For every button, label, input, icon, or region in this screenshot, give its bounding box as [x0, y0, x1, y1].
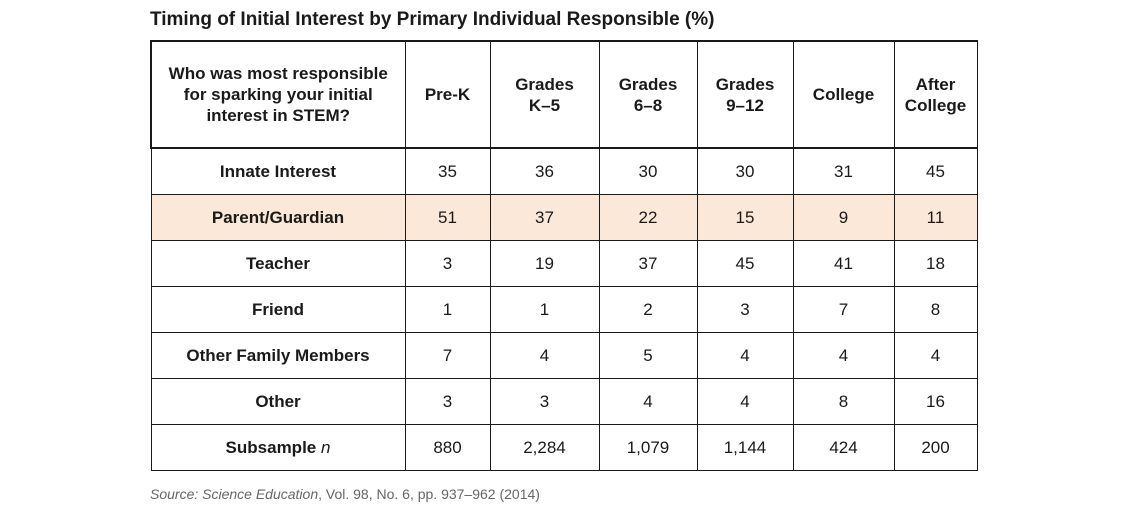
table-cell: 37 [489, 194, 600, 241]
table-cell: 35 [404, 147, 491, 195]
table-cell: 3 [404, 240, 491, 287]
row-header-cell: Who was most responsible for sparking yo… [150, 40, 406, 149]
table-row: Other Family Members 7 4 5 4 4 4 [150, 332, 978, 379]
column-header: College [792, 40, 895, 149]
table-cell: 45 [696, 240, 794, 287]
table-row: Innate Interest 35 36 30 30 31 45 [150, 147, 978, 195]
table-cell: 880 [404, 424, 491, 471]
table-cell: 36 [489, 147, 600, 195]
column-header: Pre-K [404, 40, 491, 149]
table-cell: 4 [792, 332, 895, 379]
table-cell: 4 [489, 332, 600, 379]
table-row: Friend 1 1 2 3 7 8 [150, 286, 978, 333]
source-note: Source: Science Education, Vol. 98, No. … [150, 486, 540, 502]
row-label: Teacher [150, 240, 406, 287]
table-cell: 51 [404, 194, 491, 241]
table-row: Teacher 3 19 37 45 41 18 [150, 240, 978, 287]
table-cell: 22 [598, 194, 698, 241]
table-cell: 424 [792, 424, 895, 471]
table-cell: 45 [893, 147, 978, 195]
table-cell: 18 [893, 240, 978, 287]
table-row: Other 3 3 4 4 8 16 [150, 378, 978, 425]
table-cell: 11 [893, 194, 978, 241]
table-cell: 30 [696, 147, 794, 195]
table-cell: 3 [404, 378, 491, 425]
table-cell: 1,144 [696, 424, 794, 471]
table-cell: 37 [598, 240, 698, 287]
table-title: Timing of Initial Interest by Primary In… [150, 9, 715, 30]
table-cell: 3 [696, 286, 794, 333]
table-cell: 8 [893, 286, 978, 333]
table-cell: 30 [598, 147, 698, 195]
table-cell: 4 [696, 378, 794, 425]
table-cell: 2,284 [489, 424, 600, 471]
table-cell: 16 [893, 378, 978, 425]
table-cell: 19 [489, 240, 600, 287]
table-cell: 200 [893, 424, 978, 471]
table-cell: 5 [598, 332, 698, 379]
table-cell: 8 [792, 378, 895, 425]
row-label: Parent/Guardian [150, 194, 406, 241]
table-cell: 41 [792, 240, 895, 287]
table-cell: 3 [489, 378, 600, 425]
table-cell: 1,079 [598, 424, 698, 471]
row-label: Other [150, 378, 406, 425]
header-row: Who was most responsible for sparking yo… [150, 40, 978, 149]
table-cell: 9 [792, 194, 895, 241]
table-cell: 4 [696, 332, 794, 379]
table-cell: 31 [792, 147, 895, 195]
table-cell: 1 [404, 286, 491, 333]
table-cell: 4 [598, 378, 698, 425]
table-cell: 1 [489, 286, 600, 333]
column-header: Grades K–5 [489, 40, 600, 149]
row-label: Other Family Members [150, 332, 406, 379]
row-label: Friend [150, 286, 406, 333]
table-cell: 7 [404, 332, 491, 379]
column-header: Grades 6–8 [598, 40, 698, 149]
table-cell: 4 [893, 332, 978, 379]
row-label: Subsample n [150, 424, 406, 471]
row-label: Innate Interest [150, 147, 406, 195]
subsample-row: Subsample n 880 2,284 1,079 1,144 424 20… [150, 424, 978, 471]
column-header: After College [893, 40, 978, 149]
interest-timing-table: Who was most responsible for sparking yo… [150, 40, 978, 471]
table-row-highlighted: Parent/Guardian 51 37 22 15 9 11 [150, 194, 978, 241]
table-cell: 2 [598, 286, 698, 333]
table-cell: 15 [696, 194, 794, 241]
column-header: Grades 9–12 [696, 40, 794, 149]
table-cell: 7 [792, 286, 895, 333]
